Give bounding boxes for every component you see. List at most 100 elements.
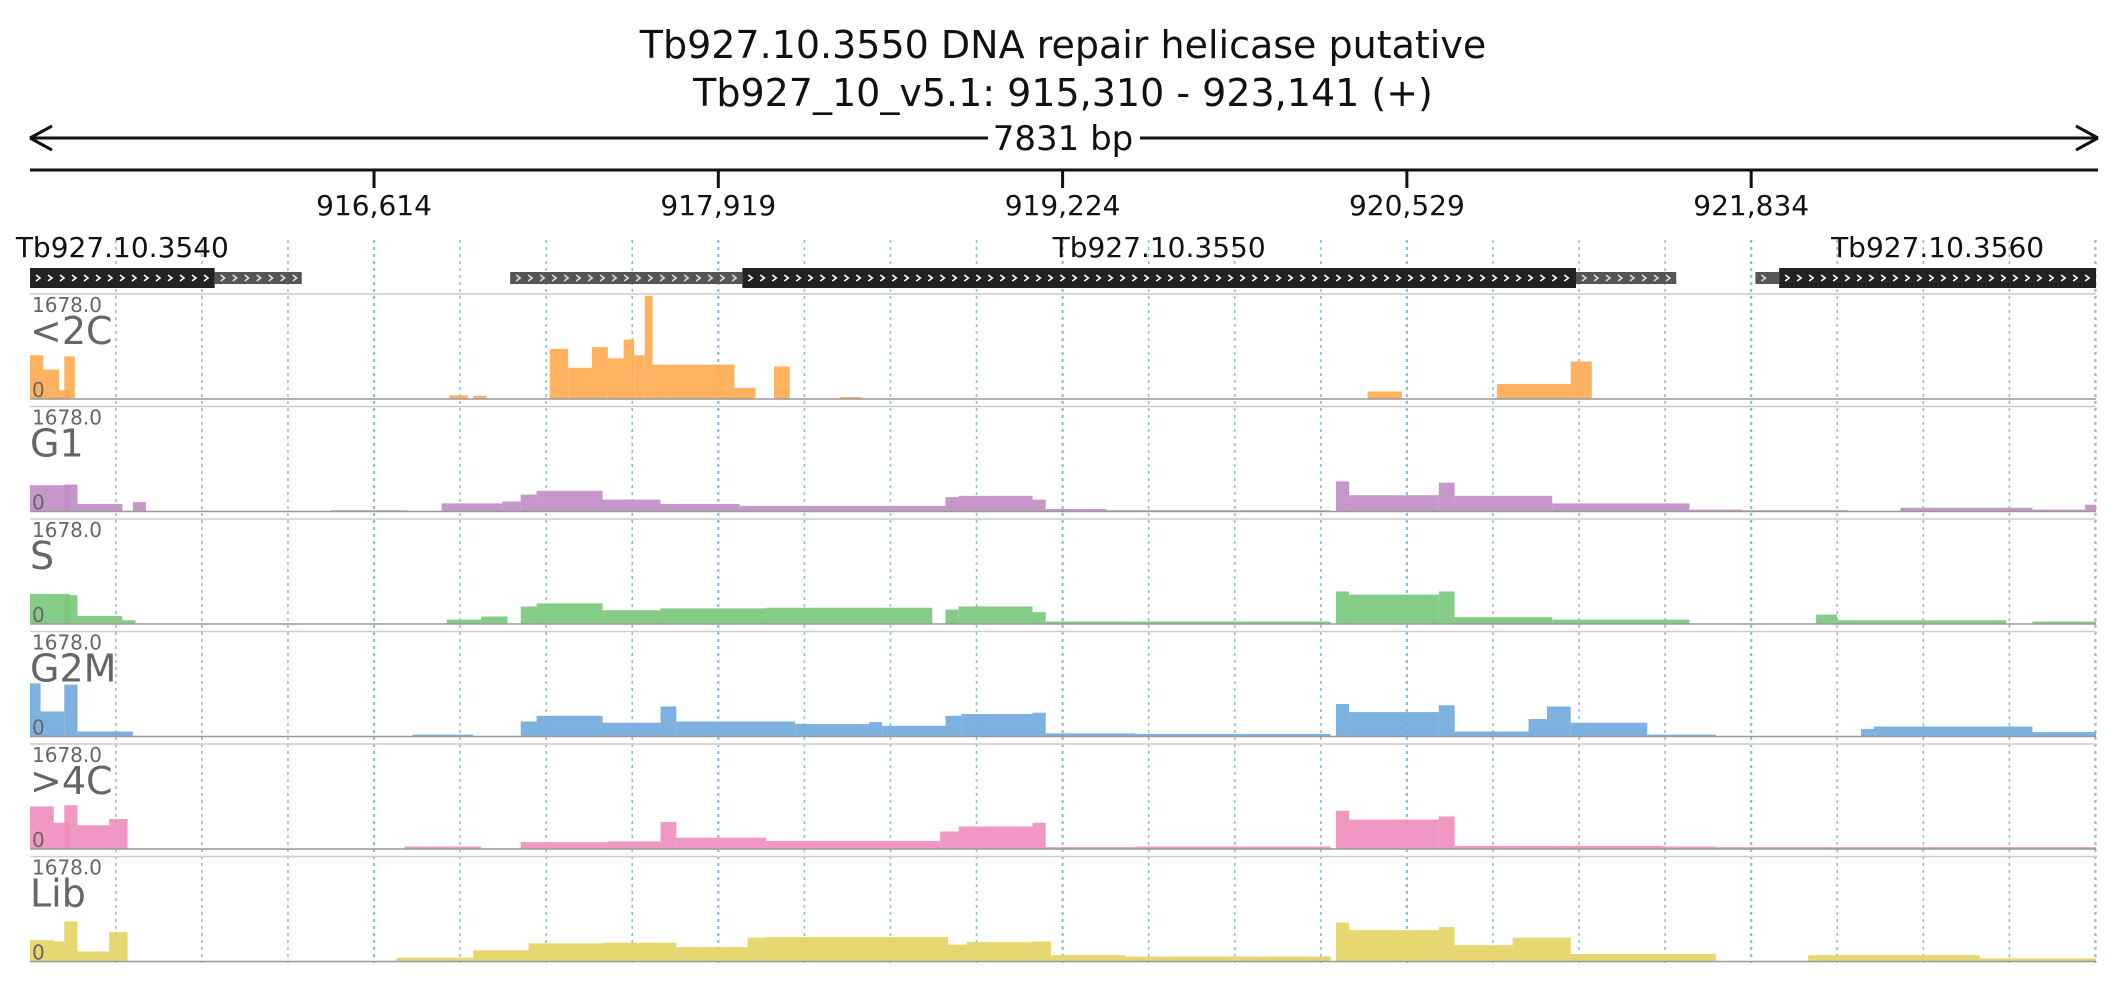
strand-arrow	[268, 274, 275, 282]
coverage-bar	[30, 940, 54, 962]
strand-arrow	[1239, 274, 1246, 282]
strand-arrow	[1299, 274, 1306, 282]
coverage-bar	[1860, 728, 1875, 737]
coverage-bar	[396, 957, 474, 962]
coverage-bar	[1045, 508, 1107, 512]
coverage-bar	[1837, 620, 2007, 624]
strand-arrow	[659, 274, 666, 282]
coverage-bar	[132, 502, 147, 512]
coverage-bar	[473, 950, 529, 962]
gene-label: Tb927.10.3560	[1830, 231, 2044, 264]
track-min-label: 0	[32, 378, 45, 402]
coverage-bar	[30, 683, 41, 737]
coverage-bar	[945, 497, 959, 512]
coverage-bar	[766, 937, 949, 962]
coverage-bar	[607, 358, 624, 399]
strand-arrow	[623, 274, 630, 282]
coverage-bar	[1552, 503, 1690, 512]
gene-utr-box	[1576, 272, 1677, 284]
coverage-bar	[2032, 732, 2096, 737]
strand-arrow	[1191, 274, 1198, 282]
strand-arrow	[1311, 274, 1318, 282]
coverage-bar	[520, 494, 537, 512]
coverage-bar	[602, 499, 661, 512]
coverage-bar	[77, 951, 110, 962]
strand-arrow	[1581, 274, 1588, 282]
ruler-tick-label: 917,919	[660, 189, 776, 222]
coverage-bar	[502, 501, 521, 512]
coverage-bar	[441, 503, 503, 512]
strand-arrow	[2072, 274, 2079, 282]
coverage-bar	[1552, 619, 1690, 624]
track-name: <2C	[30, 309, 113, 353]
strand-arrow	[1431, 274, 1438, 282]
strand-arrow	[975, 274, 982, 282]
strand-arrow	[1323, 274, 1330, 282]
coverage-bar	[64, 684, 78, 737]
coverage-bar	[958, 826, 1033, 849]
strand-arrow	[807, 274, 814, 282]
coverage-bar	[64, 356, 75, 399]
coverage-bar	[773, 366, 790, 399]
coverage-bar	[660, 706, 677, 737]
coverage-bar	[77, 615, 123, 624]
span-indicator: 7831 bp	[29, 118, 2099, 159]
coverage-bar	[747, 937, 767, 962]
strand-arrow	[1563, 274, 1570, 282]
coverage-bar	[1349, 594, 1439, 624]
coverage-bar	[59, 390, 70, 399]
strand-arrow	[539, 274, 546, 282]
coverage-bar	[1647, 734, 1716, 737]
coverage-bar	[1335, 591, 1350, 624]
track-max-label: 1678.0	[32, 518, 102, 542]
coverage-bar	[1335, 481, 1350, 512]
coverage-bar	[1454, 731, 1529, 737]
strand-arrow	[1023, 274, 1030, 282]
coverage-bar	[676, 947, 748, 962]
coverage-bar	[1546, 706, 1571, 737]
strand-arrow	[1179, 274, 1186, 282]
strand-arrow	[879, 274, 886, 282]
strand-arrow	[95, 274, 102, 282]
coverage-bar	[1032, 499, 1046, 512]
gene-cds-box	[30, 268, 215, 288]
strand-arrow	[167, 274, 174, 282]
track-max-label: 1678.0	[32, 406, 102, 430]
span-arrow-left-head	[29, 124, 53, 152]
strand-arrow	[939, 274, 946, 282]
coverage-bar	[766, 840, 941, 849]
coverage-bar	[536, 715, 603, 737]
strand-arrow	[671, 274, 678, 282]
strand-arrow	[915, 274, 922, 282]
coverage-bar	[1570, 953, 1716, 962]
strand-arrow	[1347, 274, 1354, 282]
strand-arrow	[1203, 274, 1210, 282]
strand-arrow	[1107, 274, 1114, 282]
coverage-bar	[1438, 705, 1455, 737]
gene-cds-box	[1779, 268, 2096, 288]
strand-arrow	[1035, 274, 1042, 282]
coverage-bar	[1454, 845, 1558, 849]
coverage-bar	[1438, 816, 1455, 849]
strand-arrow	[131, 274, 138, 282]
coverage-bar	[520, 842, 608, 849]
strand-arrow	[1395, 274, 1402, 282]
coverage-bar	[868, 722, 883, 737]
coverage-bar	[1045, 733, 1136, 737]
strand-arrow	[515, 274, 522, 282]
coverage-bar	[446, 619, 482, 624]
coverage-bar	[676, 837, 767, 849]
figure-subtitle: Tb927_10_v5.1: 915,310 - 923,141 (+)	[692, 71, 1433, 115]
coverage-bar	[1050, 955, 1125, 962]
span-label: 7831 bp	[993, 119, 1134, 159]
strand-arrow	[1940, 274, 1947, 282]
coverage-bar	[1335, 810, 1350, 849]
coverage-bar	[1438, 927, 1455, 962]
strand-arrow	[1071, 274, 1078, 282]
coverage-bar	[882, 725, 946, 737]
track-name: Lib	[30, 872, 86, 916]
coverage-bar	[1454, 617, 1553, 624]
strand-arrow	[2012, 274, 2019, 282]
strand-arrow	[2000, 274, 2007, 282]
coverage-bar	[1032, 612, 1046, 624]
